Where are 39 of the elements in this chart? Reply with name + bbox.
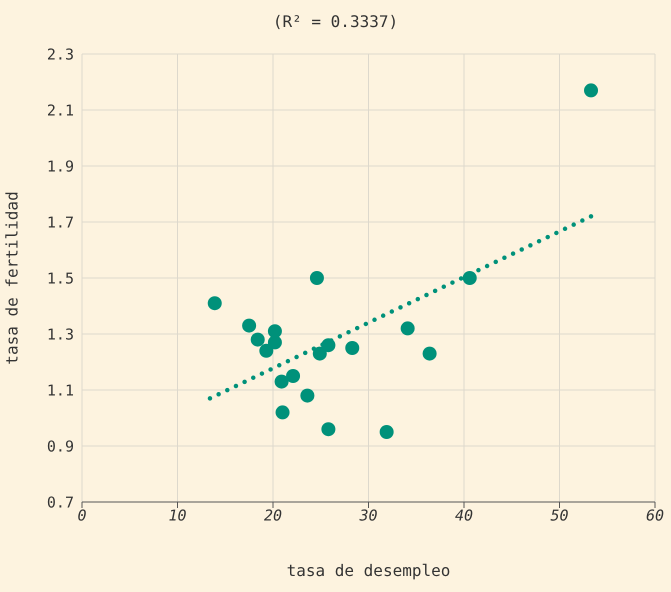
point xyxy=(462,271,477,285)
point xyxy=(321,422,336,436)
x-tick-label: 20 xyxy=(264,506,282,525)
y-tick-label: 2.1 xyxy=(46,101,74,120)
point xyxy=(259,344,274,358)
x-tick-label: 30 xyxy=(358,506,378,525)
point xyxy=(208,296,222,310)
y-tick-label: 1.7 xyxy=(46,213,74,232)
chart-title: (R² = 0.3337) xyxy=(272,12,400,31)
y-tick-label: 1.3 xyxy=(46,325,74,344)
x-tick-label: 60 xyxy=(646,506,664,525)
point xyxy=(268,335,282,350)
point xyxy=(584,83,598,98)
point xyxy=(312,346,327,361)
point xyxy=(242,318,256,333)
y-tick-label: 0.7 xyxy=(46,493,74,512)
point xyxy=(274,374,289,389)
point xyxy=(400,321,415,336)
x-tick-label: 0 xyxy=(77,506,87,525)
x-tick-label: 50 xyxy=(550,506,569,525)
y-tick-label: 1.1 xyxy=(46,381,74,400)
point xyxy=(268,324,282,338)
y-tick-label: 1.5 xyxy=(46,269,74,288)
point xyxy=(345,341,360,355)
y-tick-label: 2.3 xyxy=(46,45,74,64)
point xyxy=(321,338,336,352)
y-tick-label: 0.9 xyxy=(46,437,74,456)
y-tick-label: 1.9 xyxy=(46,157,74,176)
point xyxy=(380,425,394,439)
x-axis-title: tasa de desempleo xyxy=(286,561,450,580)
point xyxy=(310,271,324,285)
point xyxy=(276,405,290,420)
x-tick-label: 10 xyxy=(168,506,187,525)
x-tick-label: 40 xyxy=(454,506,474,525)
point xyxy=(286,369,300,383)
y-axis-title: tasa de fertilidad xyxy=(2,191,22,365)
point xyxy=(300,388,314,403)
point xyxy=(250,332,265,347)
point xyxy=(422,346,437,361)
